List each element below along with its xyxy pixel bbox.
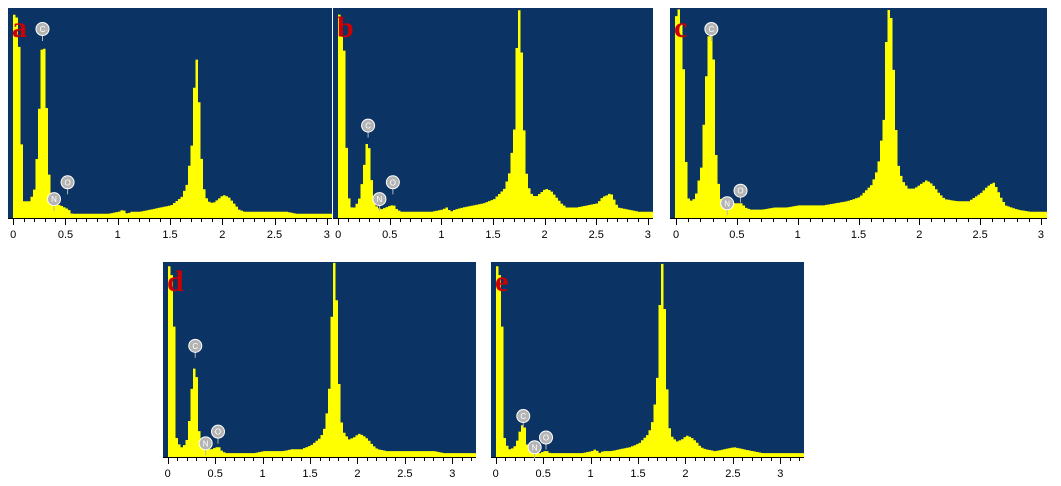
peak-label-n: N xyxy=(720,196,735,216)
panel-letter: b xyxy=(337,11,354,44)
peak-label-n: N xyxy=(527,440,542,460)
x-tick-label: 1.5 xyxy=(302,468,317,480)
x-tick-label: 0.5 xyxy=(382,229,397,241)
svg-text:N: N xyxy=(724,199,730,208)
panel-letter: a xyxy=(12,11,27,44)
x-tick-label: 2 xyxy=(354,468,360,480)
spectrum-chart-a: 0 0.5 1 1.5 2 2.5 3 C ONa xyxy=(8,8,332,241)
x-tick-label: 3 xyxy=(324,229,330,241)
x-tick-label: 2.5 xyxy=(589,229,604,241)
peak-label-n: N xyxy=(372,192,387,212)
svg-text:O: O xyxy=(64,178,70,187)
peak-label-o: O xyxy=(385,175,400,195)
peak-label-c: C xyxy=(361,118,376,138)
x-tick-label: 1 xyxy=(115,229,121,241)
svg-text:C: C xyxy=(520,412,526,421)
x-tick-label: 0 xyxy=(165,468,171,480)
spectrum-chart-d: 0 0.5 1 1.5 2 2.5 3 C ONd xyxy=(163,262,476,480)
spectrum-series-b xyxy=(333,10,653,218)
peak-label-o: O xyxy=(539,430,554,450)
plot-background xyxy=(163,262,476,457)
svg-text:O: O xyxy=(215,428,221,437)
peak-label-o: O xyxy=(60,175,75,195)
svg-text:C: C xyxy=(192,342,198,351)
x-tick-label: 0.5 xyxy=(729,229,744,241)
x-tick-label: 1 xyxy=(795,229,801,241)
peak-label-c: C xyxy=(704,22,719,41)
svg-text:C: C xyxy=(708,25,714,34)
x-tick-label: 0.5 xyxy=(208,468,223,480)
x-tick-label: 0 xyxy=(335,229,341,241)
peak-label-o: O xyxy=(733,183,748,203)
svg-text:O: O xyxy=(390,178,396,187)
panel-letter: c xyxy=(674,11,687,44)
peak-label-c: C xyxy=(516,409,531,429)
x-tick-label: 2 xyxy=(682,468,688,480)
x-tick-label: 2 xyxy=(219,229,225,241)
spectrum-series-c xyxy=(670,9,1047,218)
x-tick-label: 1 xyxy=(438,229,444,241)
plot-background xyxy=(333,8,653,218)
x-tick-label: 1.5 xyxy=(162,229,177,241)
x-tick-label: 2.5 xyxy=(397,468,412,480)
spectrum-chart-b: 0 0.5 1 1.5 2 2.5 3 C ONb xyxy=(333,8,653,241)
spectrum-chart-c: 0 0.5 1 1.5 2 2.5 3 C ONc xyxy=(670,8,1047,241)
panel-letter: e xyxy=(495,265,508,298)
spectrum-series-e xyxy=(491,263,804,457)
x-tick-label: 0 xyxy=(673,229,679,241)
svg-text:C: C xyxy=(40,25,46,34)
spectrum-series-a xyxy=(8,14,332,218)
peak-label-c: C xyxy=(188,338,203,358)
peak-label-c: C xyxy=(35,22,50,41)
spectrum-series-d xyxy=(163,262,476,457)
x-tick-label: 2 xyxy=(916,229,922,241)
plot-background xyxy=(670,8,1047,218)
x-tick-label: 0.5 xyxy=(58,229,73,241)
panel-letter: d xyxy=(167,265,184,298)
svg-text:N: N xyxy=(51,195,57,204)
x-tick-label: 1.5 xyxy=(851,229,866,241)
plot-background xyxy=(491,262,804,457)
x-tick-label: 0 xyxy=(10,229,16,241)
peak-label-n: N xyxy=(198,436,213,456)
x-tick-label: 3 xyxy=(1038,229,1044,241)
x-tick-label: 2.5 xyxy=(972,229,987,241)
peak-label-o: O xyxy=(211,424,226,444)
x-tick-label: 3 xyxy=(449,468,455,480)
svg-text:O: O xyxy=(543,434,549,443)
plot-background xyxy=(8,8,332,218)
x-tick-label: 0 xyxy=(493,468,499,480)
x-tick-label: 1 xyxy=(588,468,594,480)
x-tick-label: 3 xyxy=(777,468,783,480)
svg-text:C: C xyxy=(365,122,371,131)
x-tick-label: 2.5 xyxy=(267,229,282,241)
peak-label-n: N xyxy=(46,192,61,212)
svg-text:N: N xyxy=(203,439,209,448)
x-tick-label: 2 xyxy=(542,229,548,241)
x-tick-label: 2.5 xyxy=(725,468,740,480)
x-tick-label: 0.5 xyxy=(536,468,551,480)
x-tick-label: 1.5 xyxy=(485,229,500,241)
svg-text:N: N xyxy=(377,195,383,204)
x-tick-label: 1.5 xyxy=(630,468,645,480)
svg-text:N: N xyxy=(532,443,538,452)
x-tick-label: 3 xyxy=(645,229,651,241)
svg-text:O: O xyxy=(737,187,743,196)
x-tick-label: 1 xyxy=(260,468,266,480)
spectrum-chart-e: 0 0.5 1 1.5 2 2.5 3 C ONe xyxy=(491,262,804,480)
